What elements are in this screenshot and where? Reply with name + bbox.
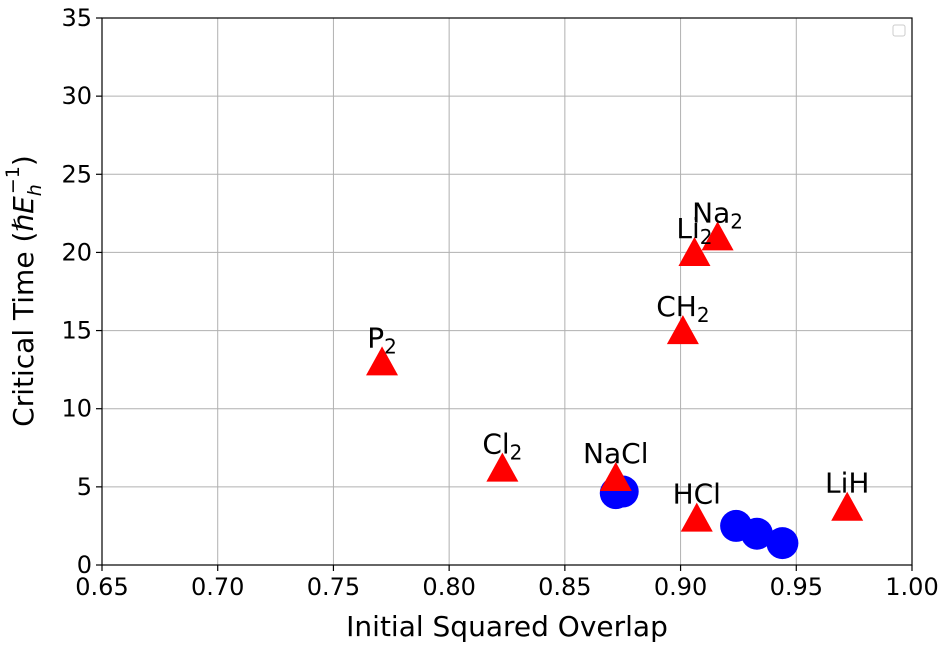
y-axis-label: Critical Time (ℏEh−1) [2, 155, 46, 427]
triangle-point [366, 346, 399, 376]
point-label: LiH [825, 467, 869, 500]
x-tick-label: 0.90 [654, 573, 707, 601]
y-tick-label: 10 [61, 395, 92, 423]
y-axis-label-symbol: ℏE [7, 196, 40, 232]
point-label-text: CH [656, 290, 697, 323]
point-label-subscript: 2 [510, 441, 523, 465]
point-label-subscript: 2 [384, 334, 397, 358]
point-label: Li2 [676, 212, 712, 249]
x-tick-label: 0.65 [75, 573, 128, 601]
x-tick-label: 1.00 [885, 573, 938, 601]
y-tick-label: 30 [61, 82, 92, 110]
y-tick-label: 20 [61, 238, 92, 266]
triangle-point [486, 452, 519, 482]
axis-ticks: 0.65 0.70 0.75 0.80 0.85 0.90 0.95 1.00 0 5 10 15 20… [61, 4, 938, 601]
circle-point [766, 527, 799, 560]
x-tick-label: 0.75 [307, 573, 360, 601]
x-axis-label: Initial Squared Overlap [346, 610, 668, 643]
point-label-subscript: 2 [697, 303, 710, 327]
triangle-point [666, 315, 699, 345]
triangle-point [831, 491, 864, 521]
point-label-text: HCl [673, 478, 721, 511]
point-label: Na2 [692, 196, 743, 233]
triangle-point [680, 502, 713, 532]
y-axis-label-superscript: −1 [2, 166, 24, 194]
y-axis-label-close: ) [7, 155, 40, 166]
point-label-text: LiH [825, 467, 869, 500]
x-tick-label: 0.95 [770, 573, 823, 601]
point-label-text: NaCl [583, 437, 648, 470]
y-axis-label-subscript: h [24, 184, 46, 196]
point-label-text: P [367, 321, 384, 354]
point-label-text: Cl [482, 428, 509, 461]
circle-point [740, 517, 773, 550]
point-label: NaCl [583, 437, 648, 470]
triangle-point [701, 221, 734, 251]
y-axis-label-main: Critical Time ( [7, 232, 40, 427]
point-label: P2 [367, 321, 397, 358]
x-tick-label: 0.85 [538, 573, 591, 601]
point-label: CH2 [656, 290, 709, 327]
point-label-subscript: 2 [730, 209, 743, 233]
y-tick-label: 0 [77, 551, 92, 579]
x-tick-label: 0.70 [191, 573, 244, 601]
point-label: HCl [673, 478, 721, 511]
y-tick-label: 25 [61, 160, 92, 188]
y-tick-label: 15 [61, 317, 92, 345]
y-tick-label: 5 [77, 473, 92, 501]
triangle-point [678, 236, 711, 266]
plot-frame [101, 17, 913, 566]
grid [101, 17, 913, 566]
legend-box [892, 24, 906, 37]
y-tick-label: 35 [61, 4, 92, 32]
x-tick-label: 0.80 [422, 573, 475, 601]
point-label-text: Li [676, 212, 699, 245]
point-label: Cl2 [482, 428, 522, 465]
data-marks [366, 221, 864, 560]
point-label-subscript: 2 [700, 225, 713, 249]
triangle-point [599, 462, 632, 492]
point-label-text: Na [692, 196, 730, 229]
